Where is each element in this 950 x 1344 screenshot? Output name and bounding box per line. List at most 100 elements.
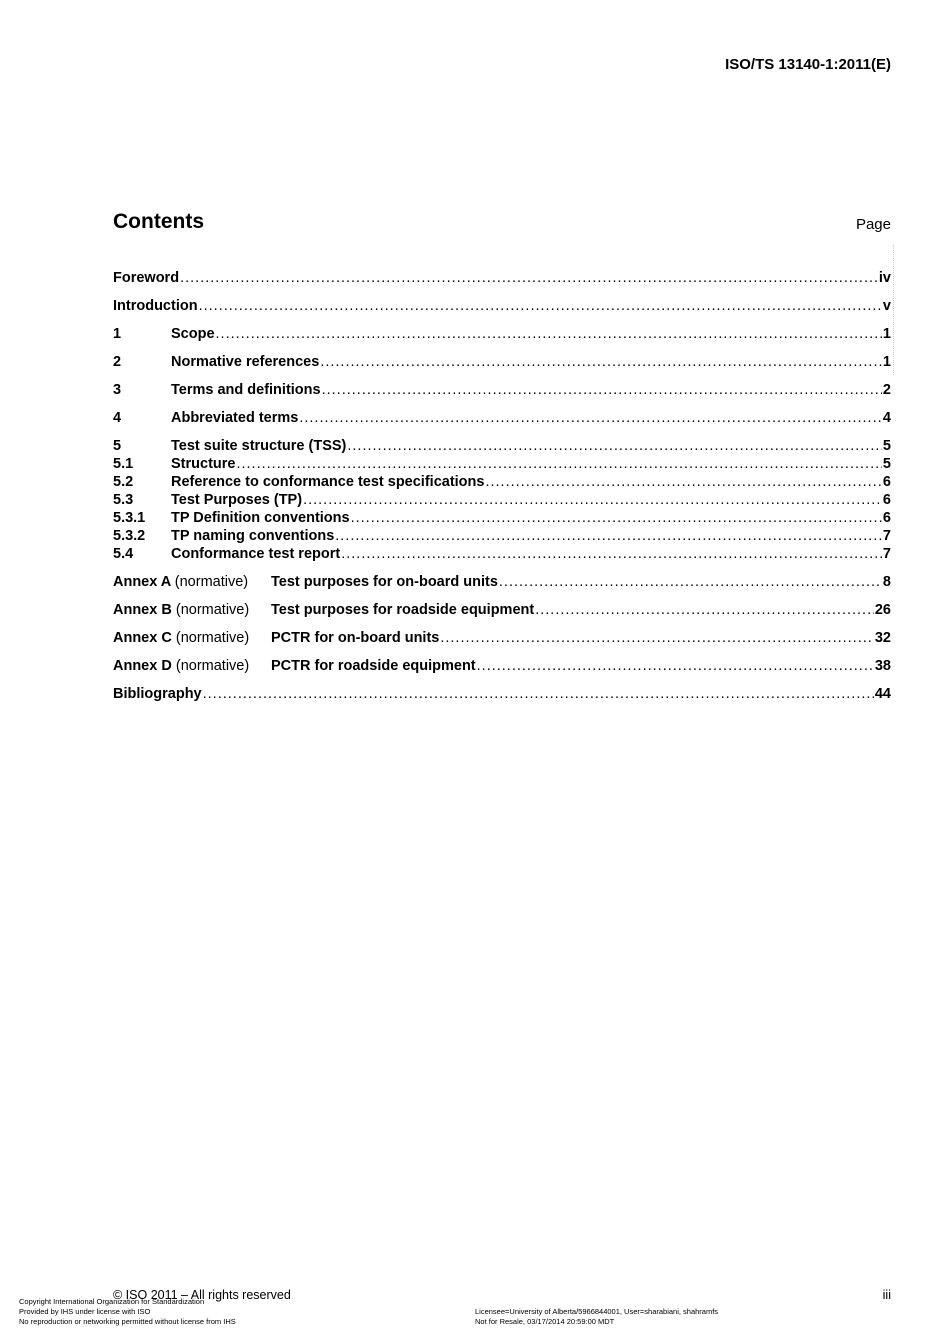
license-right: Licensee=University of Alberta/596684400… <box>475 1307 718 1327</box>
toc-entry[interactable]: Foreword iv <box>113 269 891 287</box>
dot-leader <box>303 491 882 509</box>
toc-entry-page: iv <box>878 270 891 286</box>
license-line: Copyright International Organization for… <box>19 1297 205 1306</box>
toc-entry-title: PCTR for roadside equipment <box>271 658 476 674</box>
toc-entry-number: 5.3.2 <box>113 528 146 544</box>
toc-annex-entry[interactable]: Annex C (normative) PCTR for on-board uni… <box>113 629 891 647</box>
toc-entry-title: Introduction <box>113 298 198 314</box>
toc-entry-number: 5 <box>113 438 122 454</box>
dot-leader <box>335 527 882 545</box>
toc-entry-number: 5.3.1 <box>113 510 146 526</box>
toc-entry-bibliography[interactable]: Bibliography 44 <box>113 685 891 703</box>
toc-entry-page: 38 <box>874 658 891 674</box>
toc-entry[interactable]: 5.2 Reference to conformance test specifi… <box>113 473 891 491</box>
toc-annex-entry[interactable]: Annex A (normative) Test purposes for on-… <box>113 573 891 591</box>
license-line: Licensee=University of Alberta/596684400… <box>475 1307 719 1316</box>
annex-name: Annex A <box>113 574 171 590</box>
toc-entry-page: 5 <box>882 456 891 472</box>
toc-entry-page: 1 <box>882 354 891 370</box>
toc-entry-page: 44 <box>874 686 891 702</box>
margin-mark <box>893 245 894 375</box>
dot-leader <box>236 455 881 473</box>
toc-entry[interactable]: 5.3 Test Purposes (TP) 6 <box>113 491 891 509</box>
toc-entry-page: 6 <box>882 474 891 490</box>
toc-entry-title: Foreword <box>113 270 180 286</box>
toc-entry-title: Abbreviated terms <box>171 410 299 426</box>
annex-label: Annex C (normative) <box>113 629 271 647</box>
toc-entry[interactable]: 1 Scope 1 <box>113 325 891 343</box>
dot-leader <box>440 629 874 647</box>
annex-name: Annex C <box>113 630 172 646</box>
toc-entry[interactable]: 5 Test suite structure (TSS) 5 <box>113 437 891 455</box>
dot-leader <box>535 601 874 619</box>
dot-leader <box>351 509 882 527</box>
license-line: Not for Resale, 03/17/2014 20:59:00 MDT <box>475 1317 615 1326</box>
toc-entry-number: 3 <box>113 382 122 398</box>
dot-leader <box>341 545 882 563</box>
annex-name: Annex D <box>113 658 172 674</box>
dot-leader <box>320 353 882 371</box>
license-left: Copyright International Organization for… <box>19 1297 236 1327</box>
toc-entry-number: 5.4 <box>113 546 134 562</box>
dot-leader <box>322 381 882 399</box>
toc-entry-title: Terms and definitions <box>171 382 321 398</box>
toc-entry-page: 6 <box>882 510 891 526</box>
toc-entry[interactable]: 5.3.1 TP Definition conventions 6 <box>113 509 891 527</box>
toc-entry-page: 26 <box>874 602 891 618</box>
dot-leader <box>180 269 878 287</box>
annex-name: Annex B <box>113 602 172 618</box>
toc-entry-number: 2 <box>113 354 122 370</box>
toc-entry[interactable]: 3 Terms and definitions 2 <box>113 381 891 399</box>
annex-label: Annex A (normative) <box>113 573 271 591</box>
document-id: ISO/TS 13140-1:2011(E) <box>725 56 891 73</box>
license-line: Provided by IHS under license with ISO <box>19 1307 151 1316</box>
toc-entry-page: 2 <box>882 382 891 398</box>
contents-title: Contents <box>113 210 204 233</box>
dot-leader <box>477 657 874 675</box>
dot-leader <box>203 685 874 703</box>
annex-label: Annex D (normative) <box>113 657 271 675</box>
toc-entry[interactable]: 5.4 Conformance test report 7 <box>113 545 891 563</box>
toc-entry[interactable]: 4 Abbreviated terms 4 <box>113 409 891 427</box>
toc-entry-number: 4 <box>113 410 122 426</box>
annex-type: (normative) <box>175 630 250 646</box>
toc-entry-page: 8 <box>882 574 891 590</box>
toc-entry[interactable]: 5.1 Structure 5 <box>113 455 891 473</box>
table-of-contents: Foreword iv Introduction v 1 Scope 1 2 Normative… <box>113 269 891 703</box>
toc-entry-title: Test purposes for roadside equipment <box>271 602 535 618</box>
dot-leader <box>299 409 882 427</box>
toc-entry-number: 1 <box>113 326 122 342</box>
toc-entry[interactable]: 2 Normative references 1 <box>113 353 891 371</box>
toc-entry-page: 6 <box>882 492 891 508</box>
toc-entry-page: 4 <box>882 410 891 426</box>
toc-entry-page: 7 <box>882 546 891 562</box>
toc-entry-number: 5.2 <box>113 474 134 490</box>
page-number: iii <box>882 1288 891 1302</box>
toc-annex-entry[interactable]: Annex D (normative) PCTR for roadside equ… <box>113 657 891 675</box>
toc-entry-title: Structure <box>171 456 236 472</box>
toc-entry-title: Reference to conformance test specificat… <box>171 474 485 490</box>
toc-entry[interactable]: 5.3.2 TP naming conventions 7 <box>113 527 891 545</box>
annex-type: (normative) <box>175 602 250 618</box>
toc-entry-title: Scope <box>171 326 215 342</box>
toc-entry-title: Conformance test report <box>171 546 341 562</box>
annex-type: (normative) <box>175 658 250 674</box>
annex-label: Annex B (normative) <box>113 601 271 619</box>
toc-annex-entry[interactable]: Annex B (normative) Test purposes for roa… <box>113 601 891 619</box>
toc-entry-page: 32 <box>874 630 891 646</box>
license-line: No reproduction or networking permitted … <box>19 1317 236 1326</box>
toc-entry-title: TP naming conventions <box>171 528 335 544</box>
toc-entry-title: Normative references <box>171 354 320 370</box>
page-column-label: Page <box>855 216 891 233</box>
annex-type: (normative) <box>174 574 249 590</box>
copyright-notice: © ISO 2011 – All rights reserved <box>113 1288 291 1302</box>
toc-entry-title: Test suite structure (TSS) <box>171 438 347 454</box>
toc-entry-number: 5.3 <box>113 492 134 508</box>
toc-entry-title: Test purposes for on-board units <box>271 574 498 590</box>
dot-leader <box>199 297 882 315</box>
toc-entry[interactable]: Introduction v <box>113 297 891 315</box>
toc-entry-title: TP Definition conventions <box>171 510 350 526</box>
toc-entry-page: 1 <box>882 326 891 342</box>
toc-entry-title: PCTR for on-board units <box>271 630 440 646</box>
